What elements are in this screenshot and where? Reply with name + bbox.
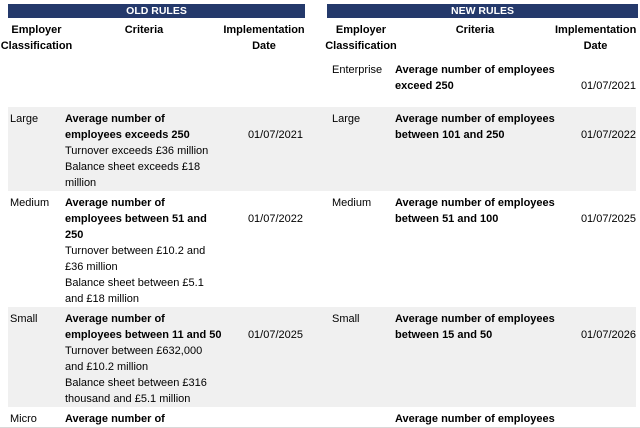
old-criteria: Average number of employees exceeds 250 … <box>65 107 223 191</box>
old-criteria: Average number of employees between 11 a… <box>65 307 223 407</box>
new-classification: Medium <box>332 197 372 209</box>
table-row-micro: Micro Average number of employees less t… <box>8 407 636 427</box>
new-classification: Enterprise <box>332 64 383 76</box>
new-criteria: Average number of employees less than 15 <box>395 407 555 427</box>
row-gap <box>305 107 327 191</box>
new-implementation-date: 01/07/2025 <box>580 213 636 225</box>
new-criteria-main: Average number of employees between 101 … <box>395 113 555 141</box>
old-implementation-date: 01/07/2025 <box>247 329 303 341</box>
new-classification: Small <box>332 313 360 325</box>
old-classification <box>8 58 65 107</box>
old-criteria-turnover: Turnover between £632,000 and £10.2 mill… <box>65 345 203 373</box>
new-criteria: Average number of employees exceed 250 <box>395 58 555 107</box>
new-classification: Micro <box>327 407 395 427</box>
old-implementation-date <box>223 58 305 107</box>
old-implementation-date: 01/07/2022 <box>247 213 303 225</box>
old-implementation-date: 01/07/2027 <box>223 407 305 427</box>
old-criteria-main: Average number of employees less than 10 <box>65 413 165 425</box>
old-classification: Medium <box>10 197 50 209</box>
new-implementation-date: 01/07/2026 <box>580 329 636 341</box>
new-implementation-date: 01/07/2021 <box>580 80 636 92</box>
old-criteria-balance: Balance sheet between £5.1 and £18 milli… <box>65 277 204 305</box>
new-implementation-date: 01/07/2022 <box>580 129 636 141</box>
old-col-header-date: Implementation Date <box>223 24 305 52</box>
new-implementation-date: 01/07/2027 <box>555 407 636 427</box>
old-criteria: Average number of employees between 51 a… <box>65 191 223 307</box>
row-gap <box>305 58 327 107</box>
column-headers-row: Employer Classification Criteria Impleme… <box>1 18 637 58</box>
table-row-large: Large Average number of employees exceed… <box>8 107 636 191</box>
old-criteria-turnover: Turnover between £10.2 and £36 million <box>65 245 206 273</box>
table-row-small: Small Average number of employees betwee… <box>8 307 636 407</box>
old-criteria-main: Average number of employees exceeds 250 <box>65 113 190 141</box>
new-criteria-main: Average number of employees between 15 a… <box>395 313 555 341</box>
old-criteria-balance: Balance sheet between £316 thousand and … <box>65 377 207 405</box>
new-col-header-classification: Employer Classification <box>325 24 397 52</box>
table-row-enterprise: Enterprise Average number of employees e… <box>8 58 636 107</box>
new-criteria-main: Average number of employees less than 15 <box>395 413 555 425</box>
old-criteria-balance: Balance sheet exceeds £18 million <box>65 161 201 189</box>
old-implementation-date: 01/07/2021 <box>247 129 303 141</box>
new-rules-title-band: NEW RULES <box>327 4 638 18</box>
old-col-header-classification: Employer Classification <box>0 24 73 52</box>
old-col-header-criteria: Criteria <box>124 24 164 36</box>
old-classification: Small <box>10 313 38 325</box>
new-col-header-date: Implementation Date <box>555 24 637 52</box>
new-classification: Large <box>332 113 361 125</box>
new-criteria-main: Average number of employees between 51 a… <box>395 197 555 225</box>
new-criteria: Average number of employees between 15 a… <box>395 307 555 407</box>
old-criteria: Average number of employees less than 10… <box>65 407 223 427</box>
old-criteria <box>65 58 223 107</box>
old-rules-title-band: OLD RULES <box>8 4 305 18</box>
new-criteria-main: Average number of employees exceed 250 <box>395 64 555 92</box>
row-gap <box>305 407 327 427</box>
row-gap <box>305 307 327 407</box>
band-spacer <box>305 4 327 18</box>
new-criteria: Average number of employees between 51 a… <box>395 191 555 307</box>
row-gap <box>305 191 327 307</box>
new-criteria: Average number of employees between 101 … <box>395 107 555 191</box>
table-row-medium: Medium Average number of employees betwe… <box>8 191 636 307</box>
new-col-header-criteria: Criteria <box>455 24 495 36</box>
old-classification: Large <box>10 113 39 125</box>
table-title-bands: OLD RULES NEW RULES <box>8 4 640 18</box>
old-criteria-main: Average number of employees between 11 a… <box>65 313 222 341</box>
old-classification: Micro <box>10 413 37 425</box>
old-criteria-turnover: Turnover exceeds £36 million <box>65 145 209 157</box>
old-criteria-main: Average number of employees between 51 a… <box>65 197 207 241</box>
